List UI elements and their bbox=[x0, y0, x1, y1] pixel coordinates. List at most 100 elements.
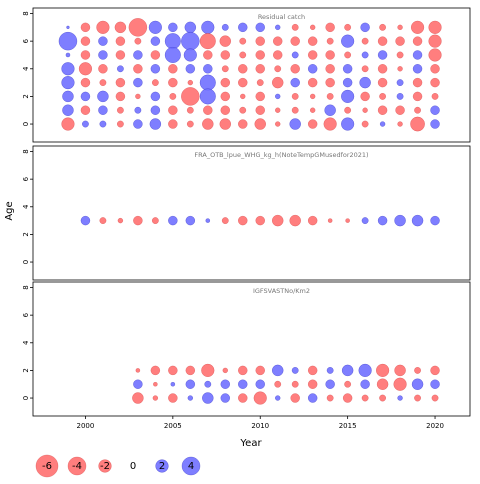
bubble bbox=[199, 88, 216, 105]
bubble bbox=[150, 91, 161, 102]
bubble bbox=[168, 77, 178, 88]
bubble bbox=[376, 363, 390, 377]
bubble bbox=[341, 117, 355, 131]
bubble bbox=[326, 93, 334, 100]
bubble bbox=[326, 394, 334, 402]
bubble bbox=[62, 104, 74, 116]
y-tick-label: 0 bbox=[22, 260, 30, 264]
bubble bbox=[377, 77, 388, 88]
bubble bbox=[414, 394, 421, 402]
legend-label: 0 bbox=[130, 461, 136, 472]
bubble bbox=[98, 64, 108, 74]
bubble bbox=[430, 215, 440, 226]
bubble bbox=[291, 106, 299, 114]
bubble bbox=[290, 77, 300, 88]
bubble bbox=[221, 217, 229, 224]
panel-frame bbox=[32, 145, 471, 281]
bubble bbox=[187, 395, 193, 401]
bubble bbox=[430, 119, 440, 129]
legend-label: -2 bbox=[100, 461, 110, 472]
bubble bbox=[428, 48, 442, 62]
bubble bbox=[359, 76, 371, 89]
bubble bbox=[345, 218, 350, 223]
bubble bbox=[202, 392, 214, 404]
bubble bbox=[169, 93, 177, 100]
bubble bbox=[308, 119, 318, 129]
bubble bbox=[360, 91, 370, 102]
bubble bbox=[203, 105, 213, 115]
bubble bbox=[61, 62, 75, 76]
bubble bbox=[361, 65, 369, 73]
bubble bbox=[255, 365, 265, 376]
bubble bbox=[220, 50, 230, 60]
bubble bbox=[430, 77, 440, 88]
y-axis-label: Age bbox=[4, 201, 15, 220]
y-tick-label: 8 bbox=[22, 149, 30, 153]
y-tick-label: 0 bbox=[22, 396, 30, 400]
bubble bbox=[168, 64, 178, 74]
bubble bbox=[238, 379, 248, 389]
bubble bbox=[342, 77, 353, 88]
bubble bbox=[62, 90, 74, 103]
bubble bbox=[117, 106, 124, 114]
bubble bbox=[396, 79, 404, 86]
bubble bbox=[220, 105, 230, 115]
bubble bbox=[325, 77, 335, 88]
bubble bbox=[308, 215, 318, 226]
bubble bbox=[219, 35, 231, 47]
y-tick-label: 2 bbox=[22, 94, 30, 98]
x-tick-label: 2015 bbox=[339, 422, 357, 430]
bubble bbox=[275, 24, 281, 30]
bubble bbox=[341, 34, 355, 48]
panel-title: IGFSVASTNo/Km2 bbox=[253, 287, 310, 295]
bubble bbox=[98, 105, 108, 115]
x-tick-label: 2005 bbox=[164, 422, 182, 430]
bubble bbox=[255, 64, 265, 74]
bubble bbox=[220, 91, 230, 102]
bubble bbox=[150, 64, 161, 74]
bubble bbox=[379, 93, 386, 100]
bubble bbox=[274, 65, 282, 73]
bubble bbox=[361, 37, 369, 45]
bubble bbox=[255, 91, 265, 102]
bubble bbox=[219, 118, 231, 130]
legend-bubble bbox=[35, 454, 59, 478]
bubble bbox=[133, 379, 143, 389]
bubble bbox=[361, 394, 369, 402]
y-tick-label: 2 bbox=[22, 232, 30, 236]
bubble bbox=[291, 93, 299, 100]
bubble bbox=[134, 106, 142, 114]
bubble bbox=[133, 119, 143, 129]
x-axis-label: Year bbox=[239, 438, 262, 449]
bubble bbox=[132, 392, 144, 404]
bubble bbox=[431, 394, 439, 402]
bubble bbox=[205, 218, 210, 223]
bubble bbox=[202, 118, 214, 130]
bubble bbox=[255, 22, 265, 32]
bubble bbox=[291, 380, 299, 388]
bubble bbox=[327, 218, 333, 223]
bubble bbox=[164, 47, 181, 63]
bubble bbox=[150, 50, 161, 60]
bubble bbox=[325, 379, 335, 389]
bubble bbox=[291, 51, 299, 59]
bubble bbox=[308, 379, 318, 389]
bubble bbox=[184, 21, 196, 34]
bubble bbox=[238, 119, 248, 129]
bubble bbox=[152, 217, 159, 224]
bubble bbox=[412, 64, 423, 74]
bubble bbox=[395, 105, 405, 115]
bubble bbox=[341, 89, 355, 103]
bubble bbox=[117, 65, 124, 73]
legend-bubble bbox=[181, 456, 201, 476]
bubble bbox=[133, 64, 143, 74]
bubble bbox=[255, 379, 265, 389]
bubble bbox=[80, 91, 91, 102]
bubble bbox=[239, 51, 247, 59]
bubble bbox=[135, 368, 141, 373]
bubble bbox=[183, 48, 197, 62]
bubble bbox=[80, 215, 91, 226]
bubble bbox=[199, 33, 216, 50]
bubble bbox=[414, 367, 421, 374]
bubble bbox=[133, 50, 143, 60]
